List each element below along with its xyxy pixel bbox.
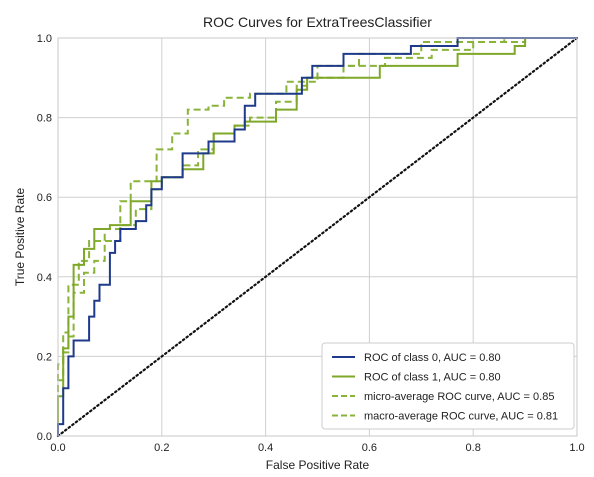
- y-tick-label: 0.8: [37, 113, 52, 125]
- y-tick-label: 0.0: [37, 431, 52, 443]
- series-line-class-1: [57, 37, 577, 436]
- legend-entry-label: micro-average ROC curve, AUC = 0.85: [364, 391, 554, 403]
- legend-entry-label: ROC of class 0, AUC = 0.80: [364, 352, 501, 364]
- legend: ROC of class 0, AUC = 0.80 ROC of class 1…: [321, 342, 575, 430]
- x-tick-label: 1.0: [569, 442, 584, 454]
- y-axis-label: True Positive Rate: [13, 188, 27, 287]
- y-tick-label: 0.2: [37, 351, 52, 363]
- y-tick-label: 1.0: [37, 33, 52, 45]
- y-tick-label: 0.6: [37, 192, 52, 204]
- x-axis-label: False Positive Rate: [266, 458, 370, 472]
- chart-title: ROC Curves for ExtraTreesClassifier: [203, 14, 432, 30]
- series-line-micro-average: [57, 37, 577, 436]
- x-tick-label: 0.4: [258, 442, 273, 454]
- x-tick-label: 0.6: [362, 442, 377, 454]
- legend-box: [321, 342, 575, 430]
- grid-lines: [57, 37, 578, 437]
- y-tick-label: 0.4: [37, 272, 52, 284]
- series-layer: [56, 36, 579, 438]
- x-tick-label: 0.0: [50, 442, 65, 454]
- series-line-class-0: [57, 37, 577, 436]
- chance-diagonal-line: [56, 36, 579, 438]
- tick-labels: 0.0 0.2 0.4 0.6 0.8 1.0 0.0 0.2 0.4 0.6 0.8 1.0: [37, 33, 585, 454]
- legend-entry-label: ROC of class 1, AUC = 0.80: [364, 372, 501, 384]
- legend-entry-label: macro-average ROC curve, AUC = 0.81: [364, 411, 558, 423]
- x-tick-label: 0.2: [154, 442, 169, 454]
- plot-frame: [57, 37, 578, 437]
- x-tick-label: 0.8: [466, 442, 481, 454]
